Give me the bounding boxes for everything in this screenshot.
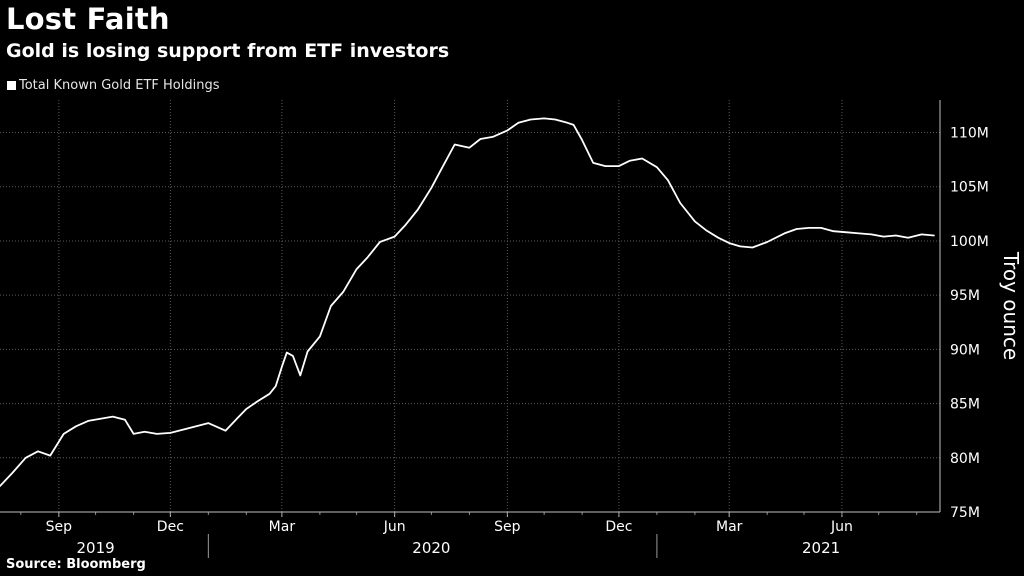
y-tick-label: 80M — [950, 451, 980, 467]
x-tick-label: Sep — [494, 519, 521, 535]
chart-title: Lost Faith — [6, 2, 170, 36]
y-tick-label: 90M — [950, 342, 980, 358]
y-tick-label: 95M — [950, 288, 980, 304]
y-tick-label: 105M — [950, 180, 989, 196]
year-label: 2020 — [412, 539, 450, 557]
x-tick-label: Mar — [269, 519, 296, 535]
source-note: Source: Bloomberg — [6, 557, 146, 572]
x-tick-label: Dec — [157, 519, 184, 535]
y-tick-label: 85M — [950, 397, 980, 413]
x-tick-label: Sep — [46, 519, 73, 535]
year-label: 2021 — [802, 539, 840, 557]
x-tick-label: Dec — [605, 519, 632, 535]
series-line-gold-etf-holdings — [0, 117, 935, 487]
y-axis-title: Troy ounce — [999, 251, 1023, 360]
y-tick-label: 75M — [950, 505, 980, 521]
x-tick-label: Jun — [383, 519, 406, 535]
legend-label: Total Known Gold ETF Holdings — [19, 78, 220, 93]
chart-subtitle: Gold is losing support from ETF investor… — [6, 40, 450, 62]
x-tick-label: Mar — [716, 519, 743, 535]
y-tick-label: 110M — [950, 126, 989, 142]
year-label: 2019 — [76, 539, 114, 557]
legend-swatch — [7, 81, 16, 90]
y-tick-label: 100M — [950, 234, 989, 250]
chart-legend: Total Known Gold ETF Holdings — [7, 78, 219, 93]
x-tick-label: Jun — [830, 519, 853, 535]
